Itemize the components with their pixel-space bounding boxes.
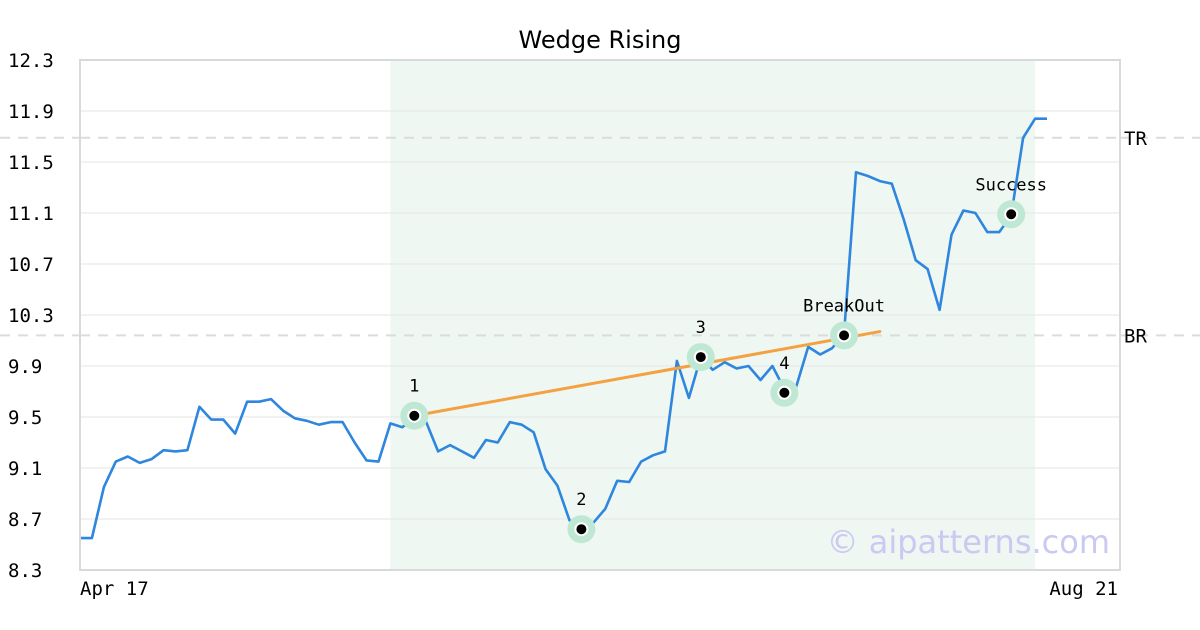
y-tick-label: 9.1 <box>8 458 42 480</box>
pattern-point-label: 3 <box>696 318 706 338</box>
price-series-line <box>80 117 1047 540</box>
y-tick-label: 9.9 <box>8 356 42 378</box>
pattern-point-label: 1 <box>409 377 419 397</box>
x-tick-label: Aug 21 <box>1049 578 1118 600</box>
reference-label: TR <box>1124 128 1147 150</box>
pattern-point-marker <box>574 522 589 537</box>
pattern-point-marker <box>693 350 708 365</box>
x-tick-label: Apr 17 <box>80 578 149 600</box>
pattern-point-marker <box>837 328 852 343</box>
pattern-point-label: 2 <box>576 490 586 510</box>
pattern-point-marker <box>407 408 422 423</box>
wedge-trend-line <box>412 330 882 418</box>
plot-frame <box>79 59 1121 571</box>
y-tick-label: 11.9 <box>8 101 54 123</box>
y-tick-label: 11.5 <box>8 152 54 174</box>
y-tick-label: 10.3 <box>8 305 54 327</box>
chart-title: Wedge Rising <box>519 26 682 54</box>
pattern-point-label: BreakOut <box>803 296 885 316</box>
pattern-point-marker <box>777 385 792 400</box>
y-tick-label: 8.3 <box>8 560 42 582</box>
y-tick-label: 11.1 <box>8 203 54 225</box>
y-tick-label: 12.3 <box>8 50 54 72</box>
y-tick-label: 10.7 <box>8 254 54 276</box>
pattern-point-marker <box>1004 207 1019 222</box>
y-tick-label: 8.7 <box>8 509 42 531</box>
reference-label: BR <box>1124 325 1147 347</box>
pattern-point-label: Success <box>975 175 1047 195</box>
y-tick-label: 9.5 <box>8 407 42 429</box>
pattern-point-label: 4 <box>779 354 789 374</box>
watermark: © aipatterns.com <box>827 523 1110 561</box>
